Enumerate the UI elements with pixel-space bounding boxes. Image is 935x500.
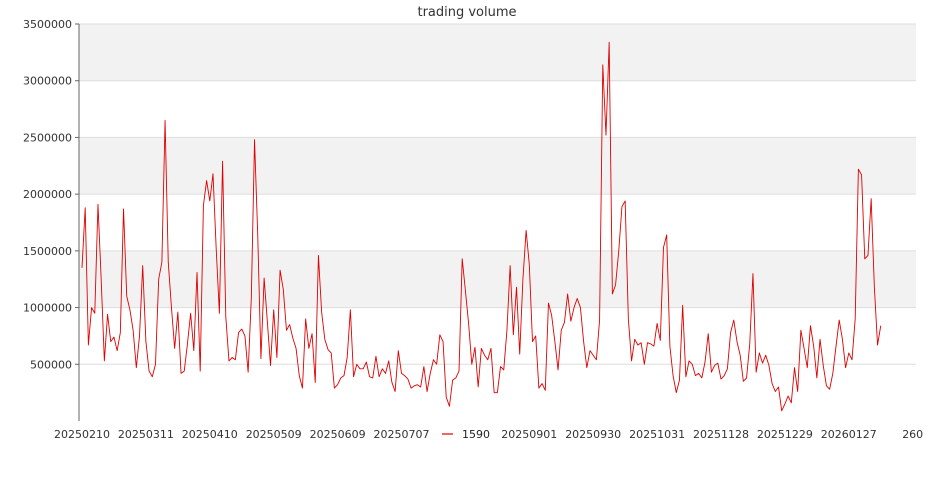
x-tick-label: 20250210 [54, 428, 110, 441]
chart-title: trading volume [417, 5, 516, 20]
background-band [79, 24, 916, 81]
y-tick-label: 2000000 [23, 188, 72, 201]
x-tick-label: 260 [902, 428, 923, 441]
series-layer [81, 41, 882, 412]
x-tick-label: 20250901 [501, 428, 557, 441]
x-tick-label: 20251229 [757, 428, 813, 441]
legend: 1590 [442, 428, 490, 441]
y-tick-label: 3000000 [23, 75, 72, 88]
y-tick-labels: 500000 1000000 1500000 2000000 2500000 300000… [23, 18, 72, 371]
y-tick-label: 1500000 [23, 245, 72, 258]
y-tick-label: 500000 [30, 358, 72, 371]
background-band [79, 250, 916, 308]
x-tick-label: 20260127 [821, 428, 877, 441]
x-tick-label: 20250311 [118, 428, 174, 441]
gridlines-layer [75, 23, 916, 365]
bands-layer [79, 24, 916, 308]
x-tick-label: 20250410 [182, 428, 238, 441]
legend-label: 1590 [462, 428, 490, 441]
x-tick-label: 20250509 [246, 428, 302, 441]
y-tick-label: 1000000 [23, 302, 72, 315]
series-line-1590 [81, 41, 882, 412]
y-tick-label: 3500000 [23, 18, 72, 31]
x-tick-label: 20250609 [310, 428, 366, 441]
x-tick-label: 20250707 [374, 428, 430, 441]
x-tick-label: 20250930 [565, 428, 621, 441]
x-tick-labels: 20250210 20250311 20250410 20250509 20250609… [54, 428, 923, 441]
x-tick-label: 20251031 [629, 428, 685, 441]
background-band [79, 137, 916, 195]
y-tick-label: 2500000 [23, 131, 72, 144]
x-tick-label: 20251128 [693, 428, 749, 441]
